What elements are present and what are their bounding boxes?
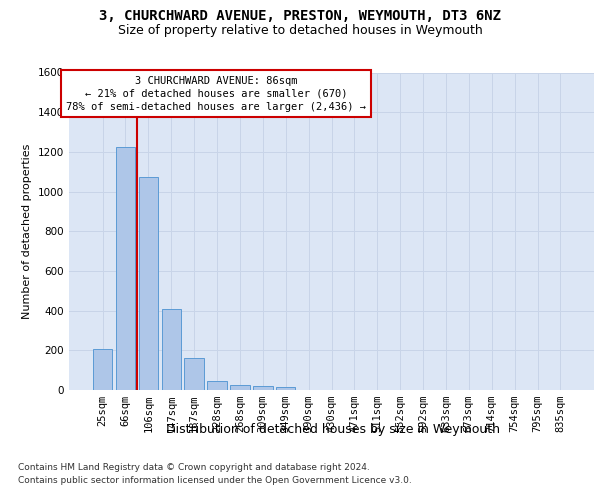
Bar [276,387,295,390]
Bar [161,308,181,390]
Bar [116,147,135,390]
Bar [208,381,227,390]
Bar [139,176,158,390]
Text: 3 CHURCHWARD AVENUE: 86sqm
← 21% of detached houses are smaller (670)
78% of sem: 3 CHURCHWARD AVENUE: 86sqm ← 21% of deta… [66,76,366,112]
Y-axis label: Number of detached properties: Number of detached properties [22,144,32,319]
Text: Contains public sector information licensed under the Open Government Licence v3: Contains public sector information licen… [18,476,412,485]
Bar [253,386,272,390]
Text: Distribution of detached houses by size in Weymouth: Distribution of detached houses by size … [166,422,500,436]
Text: Contains HM Land Registry data © Crown copyright and database right 2024.: Contains HM Land Registry data © Crown c… [18,462,370,471]
Text: Size of property relative to detached houses in Weymouth: Size of property relative to detached ho… [118,24,482,37]
Text: 3, CHURCHWARD AVENUE, PRESTON, WEYMOUTH, DT3 6NZ: 3, CHURCHWARD AVENUE, PRESTON, WEYMOUTH,… [99,9,501,23]
Bar [93,350,112,390]
Bar [184,358,204,390]
Bar [230,384,250,390]
